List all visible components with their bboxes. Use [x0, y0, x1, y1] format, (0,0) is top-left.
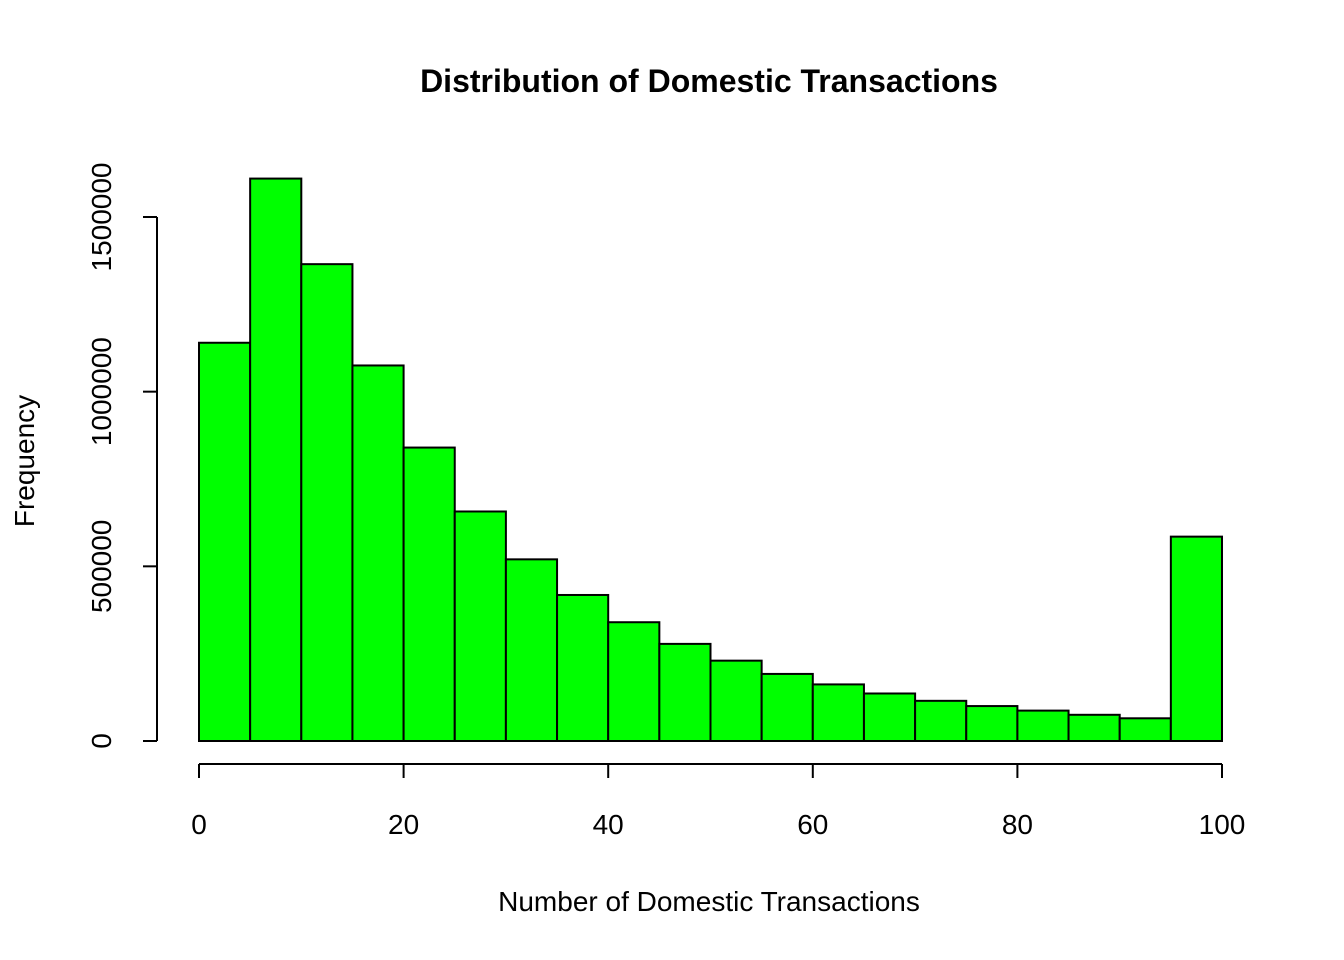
histogram-bar — [709, 659, 763, 742]
x-axis-label: Number of Domestic Transactions — [498, 886, 920, 917]
histogram-bar — [862, 692, 917, 742]
histogram-bar — [811, 683, 865, 743]
chart-title: Distribution of Domestic Transactions — [420, 63, 998, 99]
x-tick-label: 60 — [797, 809, 828, 840]
histogram-bar — [607, 621, 661, 743]
histogram-bar — [504, 558, 559, 743]
histogram-bar — [402, 446, 456, 742]
histogram-bar — [1118, 717, 1172, 743]
y-axis: 0 500000 1000000 1500000 — [86, 162, 158, 749]
histogram-bar — [556, 593, 610, 742]
x-tick-label: 20 — [388, 809, 419, 840]
x-tick-label: 0 — [191, 809, 207, 840]
y-axis-label: Frequency — [9, 395, 40, 527]
y-tick-label: 1000000 — [86, 337, 117, 446]
histogram-bar — [300, 263, 354, 742]
histogram-bar — [351, 364, 405, 742]
histogram-bar — [1067, 713, 1121, 742]
histogram-bar — [760, 672, 814, 742]
y-tick-label: 500000 — [86, 520, 117, 613]
x-tick-label: 100 — [1199, 809, 1246, 840]
histogram-bar — [1016, 709, 1070, 742]
histogram-bar — [658, 642, 712, 742]
histogram-bar — [914, 699, 968, 742]
histogram-bar — [965, 705, 1019, 742]
histogram-bar — [249, 177, 303, 743]
histogram-bar — [198, 341, 252, 742]
bars-group — [198, 177, 1223, 743]
histogram-bar — [453, 510, 507, 742]
x-axis: 0 20 40 60 80 100 — [191, 763, 1246, 840]
y-tick-label: 0 — [86, 733, 117, 749]
y-tick-label: 1500000 — [86, 162, 117, 271]
x-tick-label: 80 — [1002, 809, 1033, 840]
histogram-bar — [1169, 535, 1223, 743]
x-tick-label: 40 — [593, 809, 624, 840]
